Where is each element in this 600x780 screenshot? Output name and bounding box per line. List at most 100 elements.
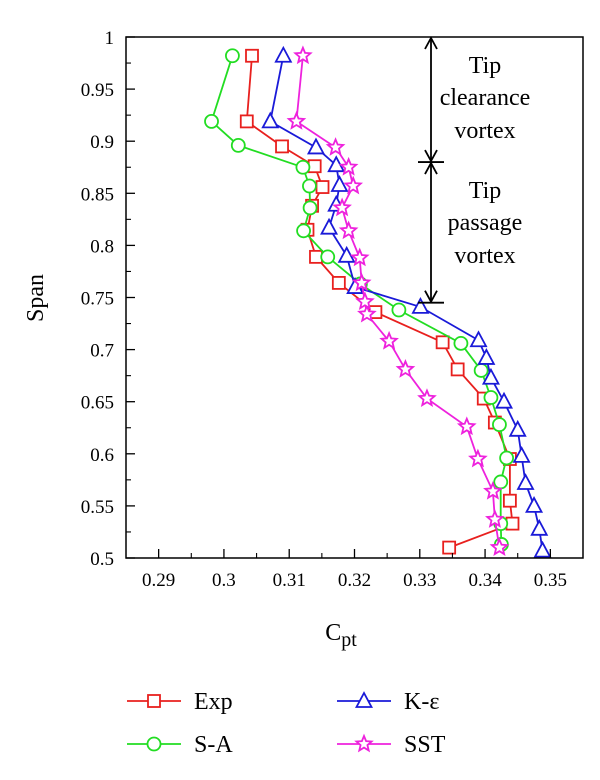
passage-vortex-span-arrow [424,161,438,304]
data-point-k [533,540,552,558]
data-point-s-a [492,417,507,433]
legend-label-exp: Exp [194,689,233,715]
data-point-sst [456,416,477,436]
data-point-k [495,391,514,409]
x-tick-label: 0.29 [142,570,175,591]
data-point-s-a [483,390,499,405]
data-point-k [411,296,430,314]
data-point-sst [379,330,399,350]
x-axis-title-main: C [325,620,341,646]
y-tick-label: 0.7 [90,341,114,362]
legend-marker-sst [354,733,374,753]
vortex-annotations: Tip clearance vortex Tip passage vortex [418,36,531,304]
data-point-exp [331,276,346,290]
data-point-sst [417,388,437,407]
data-point-s-a [295,159,311,175]
data-point-s-a [204,114,219,129]
legend-label-k: K-ε [404,689,439,715]
data-point-s-a [391,302,407,318]
legend-label-sst: SST [404,732,446,758]
series-sst [286,45,510,556]
data-point-exp [502,493,517,508]
y-axis-title: Span [23,274,49,322]
y-tick-label: 0.95 [81,80,114,101]
annotation-upper-line-1: Tip [469,53,501,79]
y-tick-label: 0.9 [90,132,114,153]
data-point-sst [468,448,488,468]
data-point-sst [286,111,307,130]
data-point-k [469,330,488,348]
x-tick-label: 0.32 [338,570,371,591]
data-point-sst [293,45,313,65]
y-tick-label: 0.85 [81,184,114,205]
x-tick-label: 0.31 [273,570,306,591]
data-point-exp [309,249,323,264]
data-point-s-a [302,178,317,194]
data-point-s-a [320,249,336,265]
data-point-sst [483,480,503,500]
legend-item-exp: Exp [127,689,233,715]
data-point-sst [489,537,510,556]
y-tick-label: 1 [105,28,115,49]
data-point-exp [442,540,457,555]
data-point-exp [245,48,259,63]
data-point-k [274,45,293,63]
data-point-k [530,518,549,536]
legend-item-sst: SST [337,732,446,758]
legend-item-k: K-ε [337,689,439,715]
data-point-k [306,137,325,155]
annotation-lower-line-2: passage [448,210,523,236]
data-point-sst [325,137,346,156]
y-tick-label: 0.6 [90,445,114,466]
annotation-lower-line-3: vortex [454,243,515,269]
data-point-exp [435,335,450,350]
plot-frame [125,36,584,559]
clearance-vortex-span-arrow [424,36,438,163]
data-point-s-a [499,450,515,466]
legend-marker-exp [147,694,161,708]
plot-area [204,45,552,558]
legend: Exp S-A K-ε SST [127,689,446,758]
data-point-s-a [493,474,509,490]
data-point-s-a [230,137,246,153]
data-point-sst [357,303,377,323]
y-tick-label: 0.8 [90,236,114,257]
data-point-exp [450,362,465,377]
data-point-s-a [473,363,489,378]
data-point-k [516,473,535,490]
data-point-exp [239,114,254,129]
data-point-sst [332,197,352,217]
data-point-k [320,217,339,235]
legend-item-s-a: S-A [127,732,233,758]
x-tick-label: 0.35 [534,570,567,591]
annotation-lower-line-1: Tip [469,178,501,204]
data-point-exp [275,139,289,154]
x-tick-label: 0.3 [212,570,236,591]
data-point-s-a [302,200,318,216]
data-point-k [508,419,527,437]
y-tick-label: 0.75 [81,289,114,310]
x-tick-label: 0.33 [403,570,436,591]
data-point-s-a [296,223,311,239]
data-point-sst [338,156,359,176]
x-axis-title: Cpt [325,620,357,651]
data-point-exp [315,180,330,194]
legend-marker-k [354,691,374,708]
data-point-k [477,348,496,365]
x-axis-title-subscript: pt [341,629,357,651]
data-point-s-a [225,48,240,64]
annotation-upper-line-2: clearance [440,85,531,111]
annotation-upper-line-3: vortex [454,118,515,144]
data-point-k [261,111,280,129]
y-tick-label: 0.5 [90,549,114,570]
data-point-k [525,495,544,513]
data-point-sst [355,291,375,311]
y-tick-label: 0.65 [81,393,114,414]
data-point-sst [338,220,359,240]
data-point-sst [343,175,364,195]
data-point-k [481,367,500,385]
legend-marker-s-a [146,736,162,752]
data-point-exp [505,516,520,531]
data-point-sst [485,509,505,528]
